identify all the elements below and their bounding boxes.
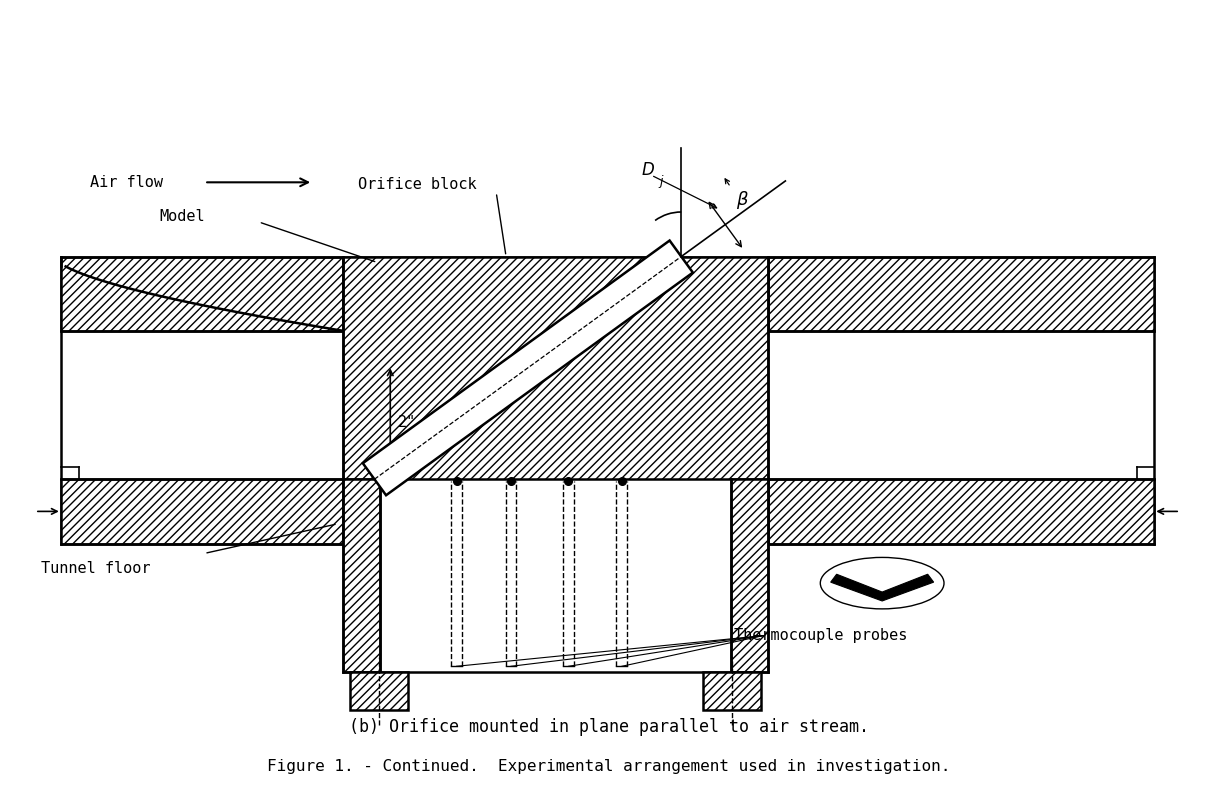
Bar (731, 480, 769, 672)
Bar (61, 257, 342, 330)
Text: 2": 2" (398, 415, 417, 430)
Polygon shape (831, 574, 934, 601)
Text: Figure 1. - Continued.  Experimental arrangement used in investigation.: Figure 1. - Continued. Experimental arra… (267, 759, 951, 774)
Text: β: β (736, 191, 747, 209)
Text: (b) Orifice mounted in plane parallel to air stream.: (b) Orifice mounted in plane parallel to… (350, 718, 868, 735)
Text: Model: Model (160, 209, 206, 224)
Bar (342, 257, 769, 480)
Text: Thermocouple probes: Thermocouple probes (733, 628, 907, 643)
Bar (351, 672, 408, 710)
Bar (61, 480, 342, 544)
Text: NACA: NACA (871, 578, 894, 588)
Bar (704, 672, 761, 710)
Polygon shape (363, 241, 693, 495)
Text: Air flow: Air flow (90, 175, 163, 190)
Text: j: j (659, 175, 663, 188)
Bar (342, 480, 380, 672)
Text: Tunnel floor: Tunnel floor (41, 561, 150, 576)
Bar (769, 257, 1155, 330)
Bar (769, 480, 1155, 544)
Text: D: D (641, 161, 654, 179)
Text: Orifice block: Orifice block (358, 177, 476, 192)
